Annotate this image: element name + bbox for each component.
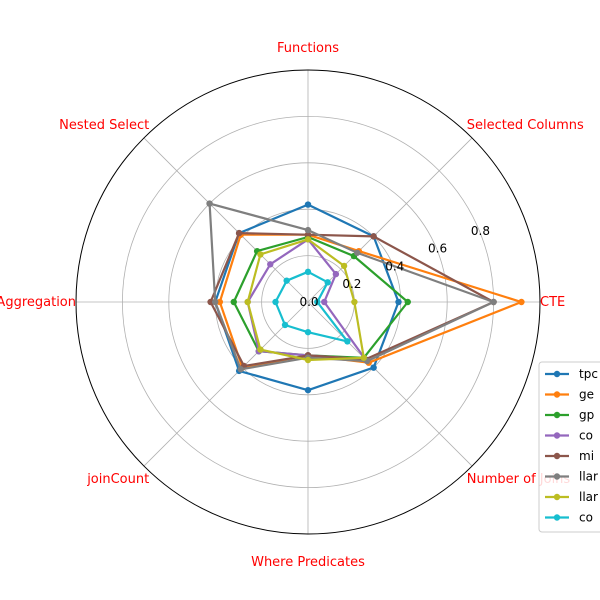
data-point xyxy=(490,298,497,306)
legend-label: co xyxy=(579,511,593,525)
radial-tick-label: 0.2 xyxy=(342,277,361,291)
data-point xyxy=(304,356,312,364)
legend-marker xyxy=(553,452,561,460)
data-point xyxy=(212,298,219,306)
data-point xyxy=(370,233,377,240)
legend-item: gp xyxy=(545,408,594,422)
data-point xyxy=(395,298,402,306)
data-point xyxy=(354,249,361,256)
data-point xyxy=(332,270,340,278)
data-point xyxy=(257,251,264,258)
legend-item: llar xyxy=(545,490,598,504)
data-point xyxy=(235,229,243,237)
legend-label: co xyxy=(579,429,593,443)
axis-label: Aggregation xyxy=(0,295,76,310)
legend-marker xyxy=(553,370,561,378)
data-point xyxy=(267,261,274,268)
legend-item: co xyxy=(545,511,593,525)
series-layer xyxy=(206,200,525,394)
legend-label: tpc xyxy=(579,367,598,381)
legend-item: ge xyxy=(545,388,594,402)
legend-marker xyxy=(553,493,561,501)
radial-tick-label: 0.8 xyxy=(471,224,490,238)
data-point xyxy=(324,279,331,286)
data-point xyxy=(304,236,312,243)
legend-marker xyxy=(553,411,561,419)
data-point xyxy=(237,366,244,373)
legend-label: llar xyxy=(579,470,598,484)
data-point xyxy=(304,328,312,336)
legend-box xyxy=(538,361,600,533)
axis-label: CTE xyxy=(540,295,565,310)
legend-marker xyxy=(553,432,561,439)
data-point xyxy=(206,200,213,207)
data-point xyxy=(304,226,312,234)
legend-label: llar xyxy=(579,490,598,504)
legend-marker xyxy=(553,514,561,521)
legend-item: mi xyxy=(545,449,594,463)
axis-label: Where Predicates xyxy=(251,555,365,570)
legend-label: gp xyxy=(579,408,594,422)
legend-label: mi xyxy=(579,449,594,463)
radial-tick-label: 0.0 xyxy=(299,295,318,309)
data-point xyxy=(304,231,312,238)
legend: tpc ge gp co mi llar llar co xyxy=(538,361,600,533)
series-llar xyxy=(244,236,367,364)
data-point xyxy=(216,298,224,306)
radial-tick-label: 0.6 xyxy=(428,242,447,256)
axis-label: joinCount xyxy=(86,472,149,487)
grid-spoke xyxy=(143,301,309,467)
data-point xyxy=(244,298,251,306)
legend-label: ge xyxy=(579,388,594,402)
grid-spoke xyxy=(143,137,309,303)
legend-item: llar xyxy=(545,470,598,484)
data-point xyxy=(230,298,237,306)
data-point xyxy=(304,201,312,208)
axis-label: Nested Select xyxy=(59,118,149,133)
data-point xyxy=(360,354,367,361)
axis-label: Functions xyxy=(277,41,339,56)
data-point xyxy=(321,298,328,306)
axis-label: Selected Columns xyxy=(467,118,584,133)
data-point xyxy=(304,268,312,276)
legend-marker xyxy=(553,391,561,398)
data-point xyxy=(283,277,290,284)
legend-item: co xyxy=(545,429,593,443)
data-point xyxy=(370,364,377,371)
data-point xyxy=(351,298,358,306)
axis-labels: CTE Selected Columns Functions Nested Selec… xyxy=(0,41,584,570)
data-point xyxy=(207,298,214,306)
outer-frame xyxy=(75,69,541,535)
legend-item: tpc xyxy=(545,367,598,381)
data-point xyxy=(257,346,264,353)
grid-spoke xyxy=(307,301,473,467)
legend-marker xyxy=(553,473,561,480)
radial-tick-label: 0.4 xyxy=(385,259,404,273)
data-point xyxy=(304,386,312,394)
data-point xyxy=(518,298,525,306)
data-point xyxy=(281,321,289,329)
data-point xyxy=(404,298,411,306)
data-point xyxy=(340,262,348,270)
data-point xyxy=(344,338,351,345)
data-point xyxy=(272,298,279,306)
radial-tick-labels: 0.0 0.2 0.4 0.6 0.8 xyxy=(299,224,490,309)
data-point xyxy=(314,298,321,306)
series-co xyxy=(272,268,351,345)
